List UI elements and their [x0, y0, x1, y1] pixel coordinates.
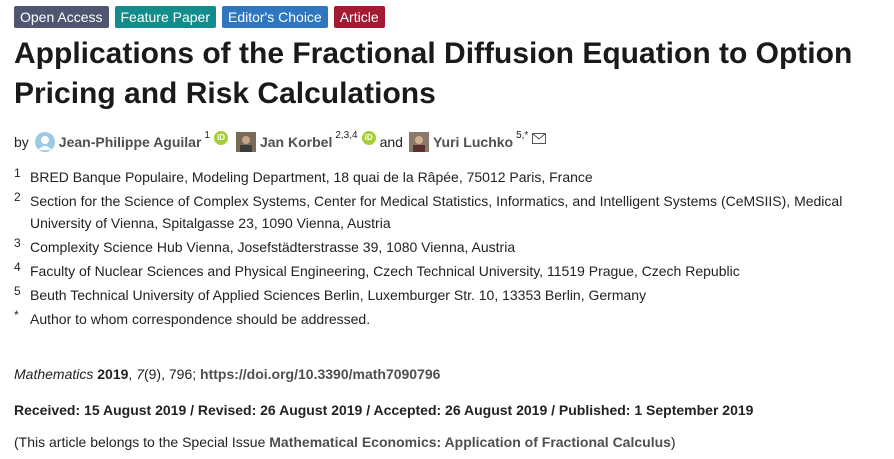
citation-issue: (9), 796; [143, 366, 197, 382]
affiliation-number: 4 [14, 260, 21, 274]
affiliation-text: Faculty of Nuclear Sciences and Physical… [30, 263, 740, 279]
author-name-link[interactable]: Yuri Luchko [432, 134, 514, 150]
by-label: by [14, 134, 29, 150]
affiliation-text: Beuth Technical University of Applied Sc… [30, 287, 647, 303]
special-issue-suffix: ) [670, 434, 676, 450]
author-affil-sup: 5,* [516, 130, 529, 141]
special-issue-link[interactable]: Mathematical Economics: Application of F… [269, 434, 671, 450]
open-access-badge[interactable]: Open Access [14, 6, 109, 28]
author-affil-sup: 1 [204, 130, 210, 141]
author-name-link[interactable]: Jan Korbel [259, 134, 333, 150]
author-photo-icon [408, 132, 429, 152]
feature-paper-badge[interactable]: Feature Paper [114, 6, 216, 28]
editors-choice-badge[interactable]: Editor's Choice [222, 6, 328, 28]
affiliation-item: * Author to whom correspondence should b… [14, 308, 860, 330]
affiliation-item: 2 Section for the Science of Complex Sys… [14, 190, 860, 234]
affiliation-text: Complexity Science Hub Vienna, Josefstäd… [30, 239, 516, 255]
affiliation-list: 1 BRED Banque Populaire, Modeling Depart… [14, 166, 860, 332]
orcid-icon[interactable]: iD [213, 131, 228, 145]
affiliation-number: * [14, 308, 19, 322]
citation-year: 2019 [97, 366, 129, 382]
author-name-link[interactable]: Jean-Philippe Aguilar [58, 134, 202, 150]
affiliation-number: 1 [14, 166, 21, 180]
affiliation-text: Section for the Science of Complex Syste… [30, 193, 843, 231]
affiliation-item: 3 Complexity Science Hub Vienna, Josefst… [14, 236, 860, 258]
affiliation-item: 1 BRED Banque Populaire, Modeling Depart… [14, 166, 860, 188]
citation-line: Mathematics 2019, 7(9), 796; https://doi… [14, 366, 441, 382]
article-title: Applications of the Fractional Diffusion… [14, 37, 853, 110]
author-list: by Jean-Philippe Aguilar 1 iD Jan Korbel… [14, 130, 547, 153]
orcid-icon[interactable]: iD [361, 131, 376, 145]
journal-name: Mathematics [14, 366, 94, 382]
affiliation-text: BRED Banque Populaire, Modeling Departme… [30, 169, 593, 185]
affiliation-item: 4 Faculty of Nuclear Sciences and Physic… [14, 260, 860, 282]
article-type-badge: Article [333, 6, 385, 28]
and-label: and [379, 134, 403, 150]
affiliation-item: 5 Beuth Technical University of Applied … [14, 284, 860, 306]
email-icon[interactable] [532, 132, 547, 144]
affiliation-number: 3 [14, 236, 21, 250]
citation-volume: 7 [136, 366, 144, 382]
author-avatar-icon [34, 132, 55, 152]
special-issue-note: (This article belongs to the Special Iss… [14, 431, 676, 453]
badge-row: Open Access Feature Paper Editor's Choic… [14, 6, 385, 28]
author-photo-icon [235, 132, 256, 152]
special-issue-prefix: (This article belongs to the Special Iss… [14, 434, 266, 450]
affiliation-text: Author to whom correspondence should be … [30, 311, 371, 327]
affiliation-number: 5 [14, 284, 21, 298]
doi-link[interactable]: https://doi.org/10.3390/math7090796 [200, 366, 441, 382]
author-affil-sup: 2,3,4 [335, 130, 358, 141]
affiliation-number: 2 [14, 190, 21, 204]
publication-dates: Received: 15 August 2019 / Revised: 26 A… [14, 402, 754, 418]
